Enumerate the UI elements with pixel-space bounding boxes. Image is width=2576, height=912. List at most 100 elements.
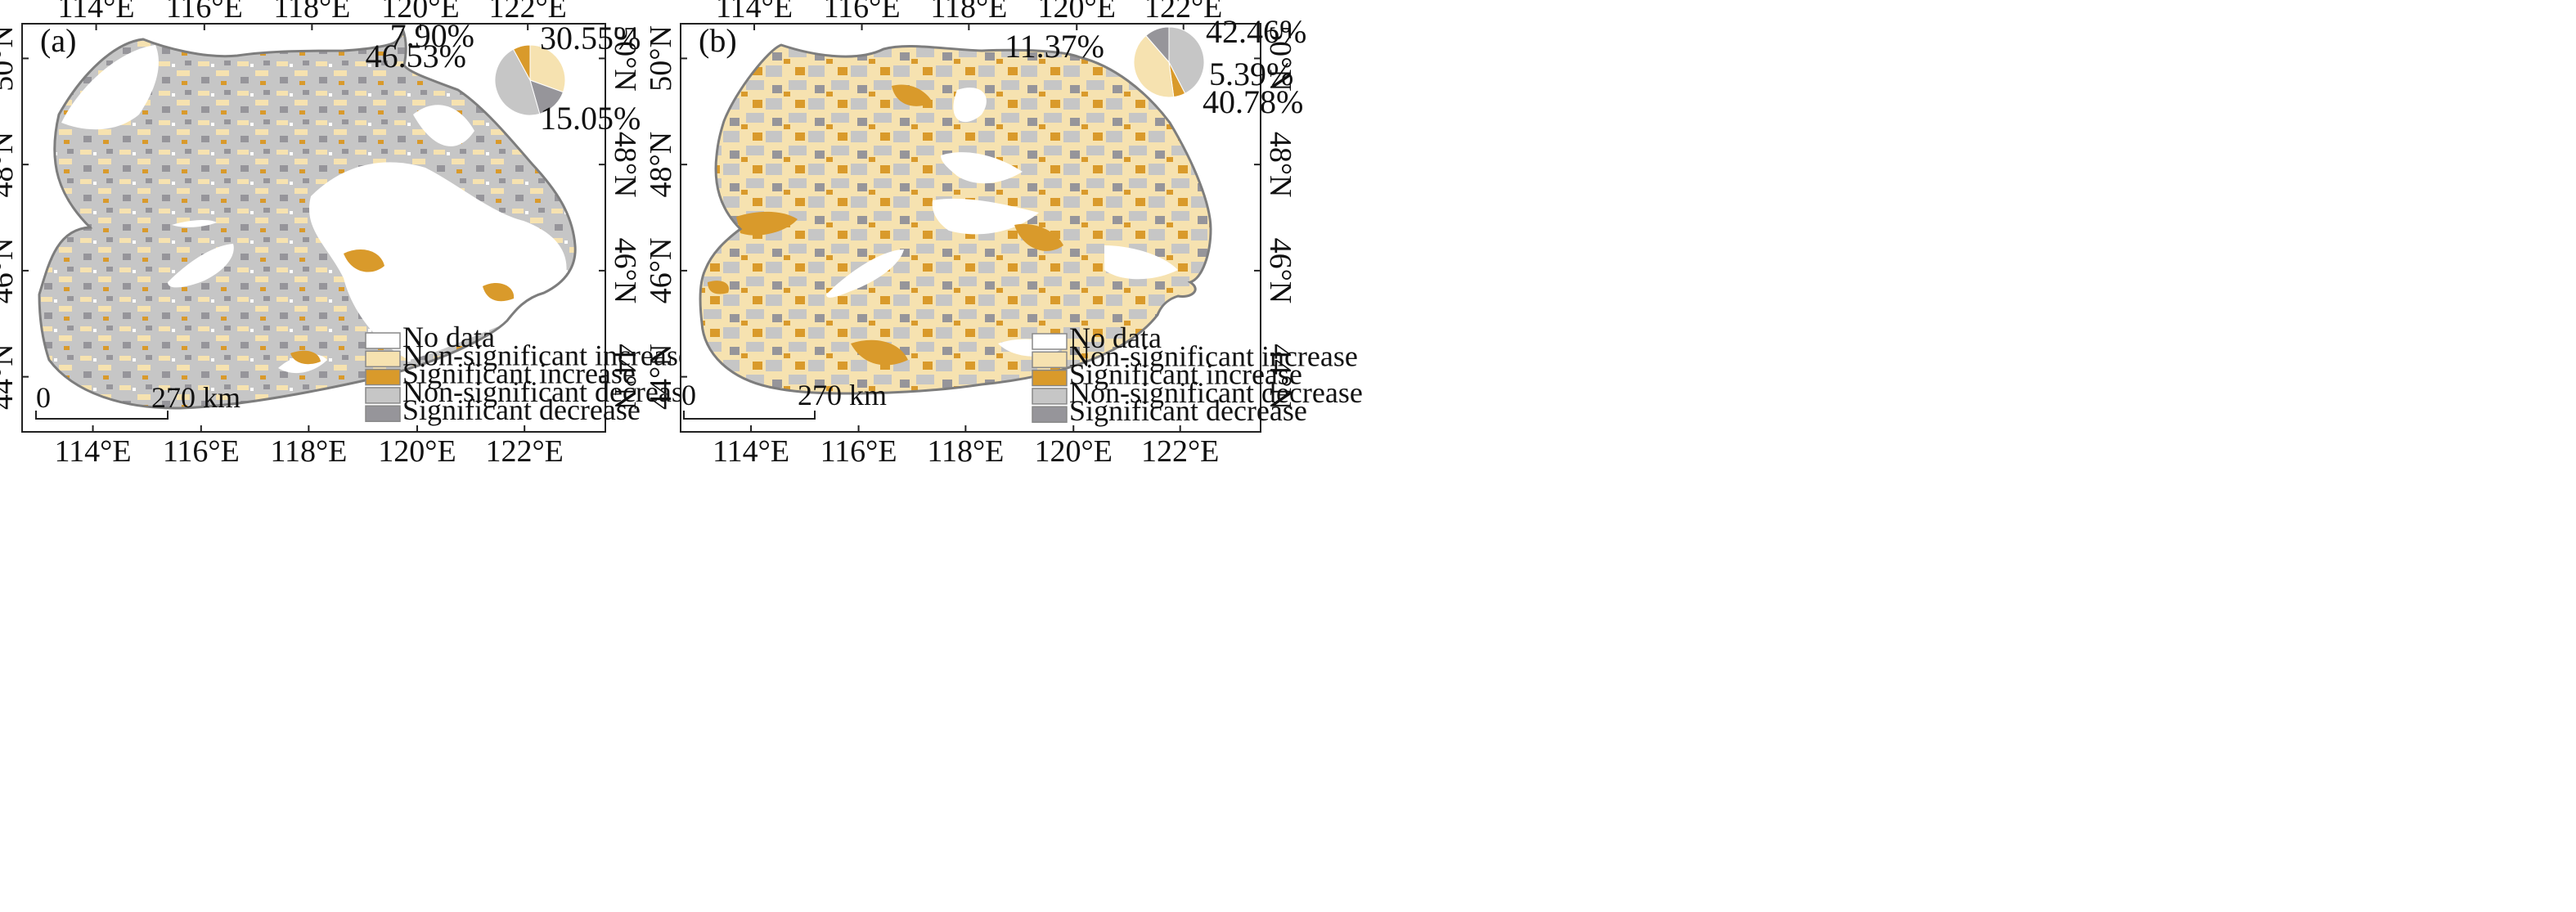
no-data-patch-b-5 — [1104, 245, 1178, 280]
legend-swatch-b-significant-decrease — [1032, 406, 1068, 423]
scale-bar-distance-a: 270 km — [151, 381, 241, 414]
pie-slice-b-non-significant-decrease — [1168, 26, 1205, 94]
pie-label-a-non-significant-increase: 30.55% — [540, 20, 641, 56]
top-tick-label-b-5: 122°E — [1144, 0, 1222, 25]
pie-label-a-significant-increase: 7.90% — [390, 17, 474, 54]
scale-bar-distance-b: 270 km — [798, 379, 887, 411]
top-tick-label-a-1: 114°E — [58, 0, 135, 25]
right-tick-label-a-1: 50°N — [608, 25, 642, 92]
right-tick-label-b-3: 46°N — [1263, 238, 1297, 304]
top-tick-label-b-1: 114°E — [716, 0, 793, 25]
left-tick-label-a-2: 48°N — [0, 132, 20, 198]
legend-swatch-a-no-data — [365, 332, 401, 349]
pie-chart-a — [494, 44, 566, 116]
panel-a: 114°E 116°E 118°E 120°E 122°E 114°E 116°E 118°E… — [0, 0, 696, 469]
legend-swatch-b-no-data — [1032, 333, 1068, 350]
significant-increase-patch-b-1 — [736, 211, 798, 236]
significant-increase-patch-b-4 — [1014, 223, 1063, 251]
scale-bar-zero-b: 0 — [681, 379, 696, 411]
bottom-tick-label-a-5: 122°E — [485, 434, 563, 469]
bottom-tick-label-b-5: 122°E — [1141, 434, 1219, 469]
legend-swatch-a-non-significant-decrease — [365, 387, 401, 404]
legend-label-a-significant-increase: Significant increase — [402, 357, 636, 390]
panel-label-a: (a) — [40, 22, 76, 59]
bottom-tick-label-a-4: 120°E — [378, 434, 456, 469]
legend-swatch-b-significant-increase — [1032, 369, 1068, 387]
bottom-tick-label-b-1: 114°E — [713, 434, 789, 469]
right-tick-label-b-2: 48°N — [1263, 132, 1297, 198]
pie-label-b-significant-decrease: 11.37% — [1005, 28, 1104, 65]
right-tick-label-b-1: 50°N — [1263, 25, 1297, 92]
study-area-outline-a — [38, 28, 577, 410]
legend-label-b-significant-increase: Significant increase — [1069, 358, 1302, 391]
right-tick-label-a-2: 48°N — [608, 132, 642, 198]
scale-bar-line-a — [35, 411, 169, 420]
legend-label-b-no-data: No data — [1069, 321, 1162, 354]
top-tick-label-a-2: 116°E — [166, 0, 243, 25]
legend-swatch-a-significant-increase — [365, 368, 401, 386]
legend-swatch-a-significant-decrease — [365, 405, 401, 422]
bottom-tick-label-b-3: 118°E — [927, 434, 1004, 469]
no-data-patch-a-3 — [168, 244, 234, 288]
legend-label-b-non-significant-increase: Non-significant increase — [1069, 339, 1358, 372]
no-data-patch-a-6 — [413, 105, 474, 146]
panel-label-b: (b) — [699, 22, 737, 59]
no-data-patch-b-4 — [932, 198, 1039, 235]
legend-label-b-non-significant-decrease: Non-significant decrease — [1069, 376, 1363, 409]
left-tick-label-b-2: 48°N — [644, 132, 678, 198]
pie-label-a-non-significant-decrease: 46.53% — [366, 38, 466, 74]
panel-b: 114°E 116°E 118°E 120°E 122°E 114°E 116°E 118°E… — [644, 0, 1363, 469]
pie-slice-a-non-significant-decrease — [494, 48, 541, 116]
pie-label-b-non-significant-decrease: 42.46% — [1206, 13, 1306, 50]
pie-slice-a-significant-increase — [512, 44, 531, 81]
no-data-patch-a-1 — [61, 45, 159, 130]
no-data-patch-b-2 — [826, 249, 904, 298]
right-tick-label-a-4: 44°N — [608, 344, 642, 410]
scale-bar-line-b — [683, 411, 816, 420]
top-tick-label-a-5: 122°E — [488, 0, 566, 25]
study-area-outline-b — [699, 43, 1212, 395]
no-data-patch-a-2 — [309, 162, 567, 360]
significant-increase-patch-a-2 — [483, 282, 515, 302]
pie-label-b-non-significant-increase: 40.78% — [1203, 83, 1303, 120]
right-tick-label-a-3: 46°N — [608, 238, 642, 304]
pie-label-a-significant-decrease: 15.05% — [540, 100, 641, 137]
legend-label-a-significant-decrease: Significant decrease — [402, 393, 641, 426]
legend-label-a-non-significant-decrease: Non-significant decrease — [402, 375, 696, 408]
top-tick-label-b-3: 118°E — [930, 0, 1007, 25]
legend-label-a-non-significant-increase: Non-significant increase — [402, 339, 691, 371]
scale-bar-zero-a: 0 — [36, 381, 51, 414]
pie-chart-b — [1133, 26, 1205, 98]
significant-increase-patch-a-3 — [290, 350, 321, 365]
legend-label-a-no-data: No data — [402, 321, 495, 353]
bottom-tick-label-a-3: 118°E — [270, 434, 347, 469]
left-tick-label-a-4: 44°N — [0, 344, 20, 410]
no-data-patch-b-1 — [953, 88, 987, 123]
significant-increase-patch-b-5 — [851, 339, 908, 366]
no-data-patch-a-4 — [172, 219, 217, 227]
left-tick-label-a-3: 46°N — [0, 238, 20, 304]
top-tick-label-b-4: 120°E — [1038, 0, 1116, 25]
significant-increase-patch-b-3 — [892, 84, 933, 106]
pie-slice-b-non-significant-increase — [1133, 34, 1175, 98]
significant-increase-patch-a-1 — [344, 249, 384, 272]
top-tick-label-a-3: 118°E — [273, 0, 350, 25]
scale-bar-b: 0 270 km — [681, 379, 887, 420]
significant-increase-patch-b-2 — [708, 281, 729, 294]
left-tick-label-b-3: 46°N — [644, 238, 678, 304]
top-tick-label-b-2: 116°E — [824, 0, 901, 25]
left-tick-label-a-1: 50°N — [0, 25, 20, 92]
pie-slice-b-significant-decrease — [1145, 26, 1170, 64]
legend-swatch-a-non-significant-increase — [365, 350, 401, 368]
right-tick-label-b-4: 44°N — [1263, 344, 1297, 410]
left-tick-label-b-1: 50°N — [644, 25, 678, 92]
legend-swatch-b-non-significant-increase — [1032, 351, 1068, 369]
scale-bar-a: 0 270 km — [35, 381, 241, 420]
bottom-tick-label-b-4: 120°E — [1035, 434, 1113, 469]
bottom-tick-label-a-2: 116°E — [163, 434, 240, 469]
pie-label-b-significant-increase: 5.39% — [1209, 56, 1293, 92]
legend-swatch-b-non-significant-decrease — [1032, 388, 1068, 405]
